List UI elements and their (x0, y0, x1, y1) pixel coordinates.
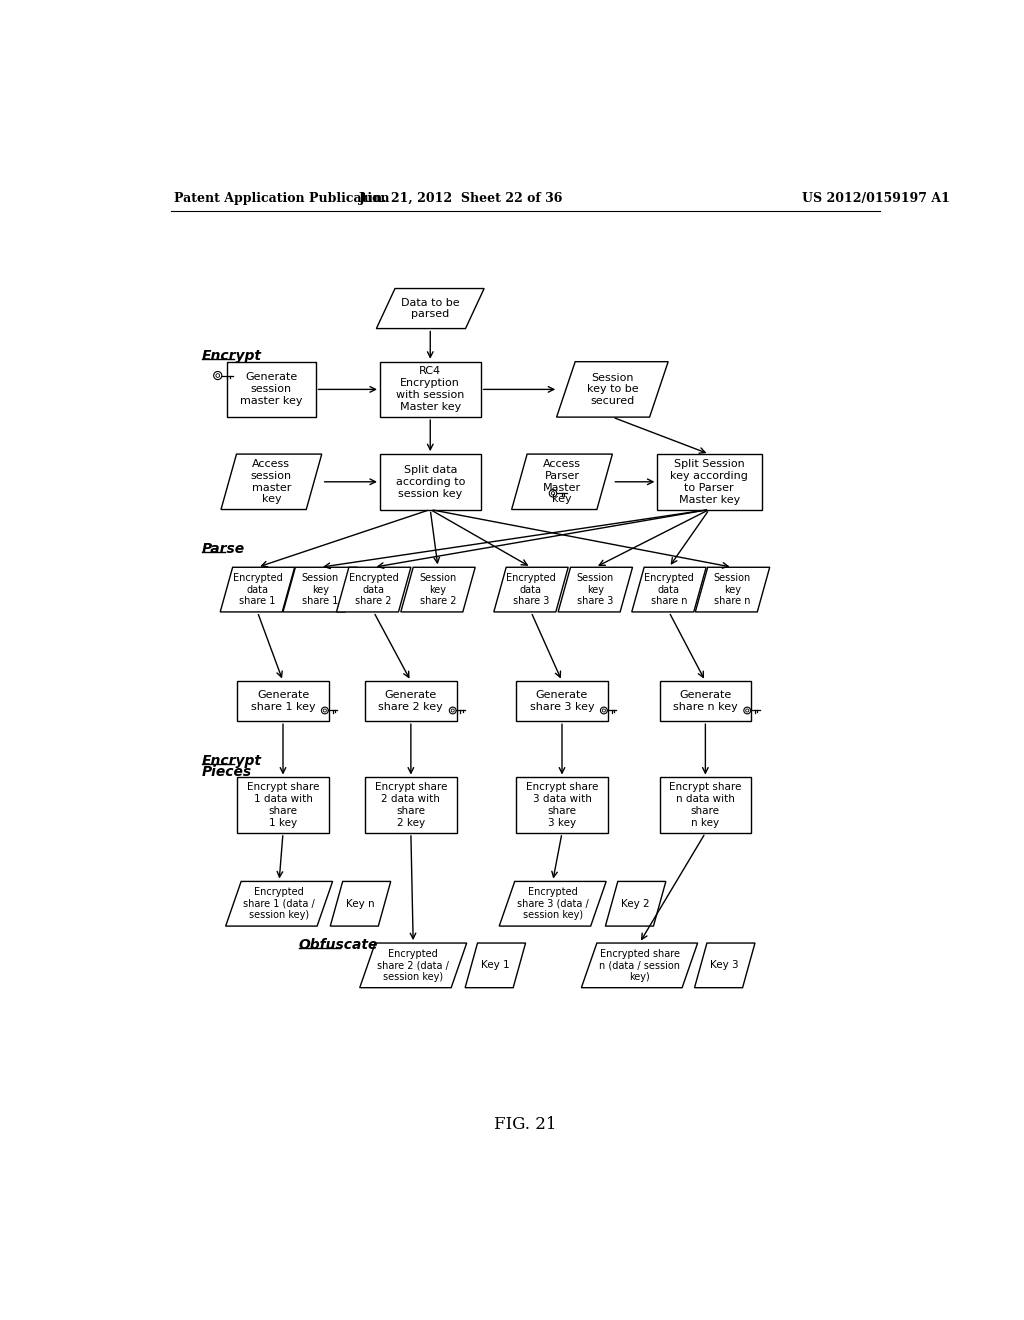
Text: Encrypted
data
share 3: Encrypted data share 3 (506, 573, 556, 606)
Text: Obfuscate: Obfuscate (299, 939, 378, 953)
FancyBboxPatch shape (238, 681, 329, 721)
FancyBboxPatch shape (380, 454, 480, 510)
FancyBboxPatch shape (516, 777, 607, 833)
Polygon shape (359, 942, 467, 987)
Text: Encrypt share
n data with
share
n key: Encrypt share n data with share n key (670, 783, 741, 828)
FancyBboxPatch shape (238, 777, 329, 833)
Text: Encrypt: Encrypt (202, 350, 261, 363)
Text: Access
session
master
key: Access session master key (251, 459, 292, 504)
Text: RC4
Encryption
with session
Master key: RC4 Encryption with session Master key (396, 367, 465, 412)
Polygon shape (377, 289, 484, 329)
Polygon shape (694, 942, 755, 987)
Text: Key 2: Key 2 (622, 899, 650, 908)
Text: Encrypt share
1 data with
share
1 key: Encrypt share 1 data with share 1 key (247, 783, 319, 828)
Polygon shape (582, 942, 697, 987)
Text: Generate
share 1 key: Generate share 1 key (251, 690, 315, 713)
Text: Session
key to be
secured: Session key to be secured (587, 372, 638, 407)
Text: Encrypted
data
share 1: Encrypted data share 1 (232, 573, 283, 606)
Text: Encrypt: Encrypt (202, 754, 261, 768)
Polygon shape (494, 568, 568, 612)
Text: Session
key
share 3: Session key share 3 (577, 573, 614, 606)
Text: Encrypted
share 3 (data /
session key): Encrypted share 3 (data / session key) (517, 887, 589, 920)
Polygon shape (512, 454, 612, 510)
Text: Generate
share 3 key: Generate share 3 key (529, 690, 594, 713)
Text: Generate
share n key: Generate share n key (673, 690, 737, 713)
Text: Data to be
parsed: Data to be parsed (401, 298, 460, 319)
Text: Split Session
key according
to Parser
Master key: Split Session key according to Parser Ma… (671, 459, 749, 504)
Polygon shape (283, 568, 357, 612)
Polygon shape (400, 568, 475, 612)
Text: Session
key
share 2: Session key share 2 (420, 573, 457, 606)
Text: Pieces: Pieces (202, 766, 252, 779)
Polygon shape (331, 882, 391, 927)
Text: Key 3: Key 3 (711, 961, 739, 970)
Polygon shape (557, 362, 669, 417)
Polygon shape (605, 882, 666, 927)
Polygon shape (337, 568, 411, 612)
Polygon shape (225, 882, 333, 927)
Text: Encrypted
data
share n: Encrypted data share n (644, 573, 694, 606)
Text: Jun. 21, 2012  Sheet 22 of 36: Jun. 21, 2012 Sheet 22 of 36 (359, 191, 563, 205)
Text: Encrypted share
n (data / session
key): Encrypted share n (data / session key) (599, 949, 680, 982)
Text: Encrypted
data
share 2: Encrypted data share 2 (349, 573, 398, 606)
FancyBboxPatch shape (380, 362, 480, 417)
Text: Session
key
share n: Session key share n (714, 573, 752, 606)
Text: Encrypted
share 1 (data /
session key): Encrypted share 1 (data / session key) (244, 887, 315, 920)
Polygon shape (221, 454, 322, 510)
Text: Session
key
share 1: Session key share 1 (302, 573, 339, 606)
Text: Encrypted
share 2 (data /
session key): Encrypted share 2 (data / session key) (377, 949, 450, 982)
Polygon shape (632, 568, 707, 612)
Text: Generate
session
master key: Generate session master key (240, 372, 303, 407)
FancyBboxPatch shape (657, 454, 762, 510)
FancyBboxPatch shape (516, 681, 607, 721)
Polygon shape (220, 568, 295, 612)
Polygon shape (500, 882, 606, 927)
Text: FIG. 21: FIG. 21 (494, 1117, 556, 1134)
Polygon shape (695, 568, 770, 612)
FancyBboxPatch shape (659, 681, 751, 721)
Polygon shape (465, 942, 525, 987)
FancyBboxPatch shape (226, 362, 316, 417)
Text: Encrypt share
3 data with
share
3 key: Encrypt share 3 data with share 3 key (525, 783, 598, 828)
Text: Split data
according to
session key: Split data according to session key (395, 465, 465, 499)
Text: Parse: Parse (202, 543, 245, 556)
Text: Generate
share 2 key: Generate share 2 key (379, 690, 443, 713)
Text: Key n: Key n (346, 899, 375, 908)
Text: Encrypt share
2 data with
share
2 key: Encrypt share 2 data with share 2 key (375, 783, 447, 828)
FancyBboxPatch shape (659, 777, 751, 833)
Text: US 2012/0159197 A1: US 2012/0159197 A1 (802, 191, 950, 205)
Text: Patent Application Publication: Patent Application Publication (174, 191, 390, 205)
Text: Key 1: Key 1 (481, 961, 510, 970)
FancyBboxPatch shape (366, 777, 457, 833)
Text: Access
Parser
Master
key: Access Parser Master key (543, 459, 581, 504)
FancyBboxPatch shape (366, 681, 457, 721)
Polygon shape (558, 568, 633, 612)
